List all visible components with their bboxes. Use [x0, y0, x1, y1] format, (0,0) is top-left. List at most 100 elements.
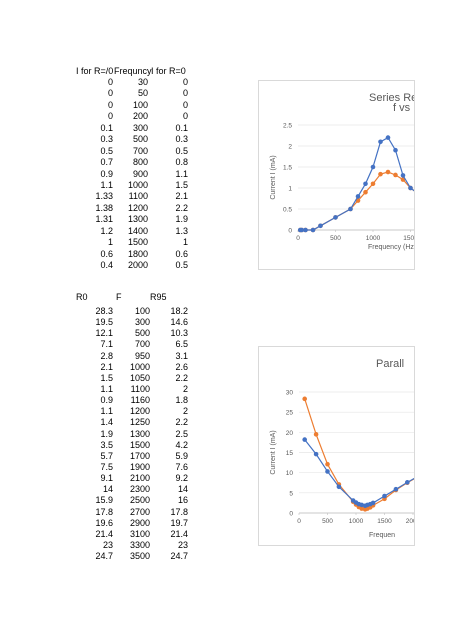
cell: 19.5 [95, 317, 113, 328]
data-point [393, 172, 398, 178]
cell: 2000 [127, 260, 148, 271]
cell: 1000 [129, 361, 150, 372]
cell: 100 [132, 99, 148, 110]
cell: 16 [177, 495, 188, 506]
cell: 6.5 [175, 339, 188, 350]
cell: 21.4 [95, 528, 113, 539]
cell: 24.7 [95, 551, 113, 562]
cell: 1100 [130, 383, 150, 394]
cell: 1.33 [95, 191, 113, 202]
cell: 5.7 [100, 450, 113, 461]
header-cell: I for R=/0 [76, 66, 114, 76]
cell: 9.1 [100, 473, 113, 484]
data-point [378, 171, 383, 177]
cell: 2.2 [175, 417, 188, 428]
cell: 10.3 [170, 328, 188, 339]
data-point [310, 227, 316, 233]
data-point [325, 461, 330, 467]
cell: 3300 [129, 539, 150, 550]
cell: 2900 [129, 517, 150, 528]
cell: 1000 [127, 179, 148, 190]
cell: 21.4 [170, 528, 188, 539]
cell: 5.9 [175, 450, 188, 461]
y-tick-label: 2 [288, 144, 292, 151]
y-axis-label: Current I (mA) [270, 430, 277, 474]
cell: 0 [107, 77, 113, 87]
chart-title: Parall [376, 358, 404, 370]
data-point [370, 164, 376, 170]
cell: 1250 [129, 417, 150, 428]
cell: 1.1 [100, 383, 113, 394]
cell: 3500 [129, 551, 150, 562]
cell: 1 [182, 237, 188, 248]
cell: 3.5 [100, 439, 113, 450]
cell: 4.2 [175, 439, 188, 450]
cell: 500 [132, 134, 148, 145]
cell: 23 [177, 539, 188, 550]
cell: 1.1 [100, 179, 113, 190]
chart: Parall Current I (mA) Frequen 0 5 10 15 20 25 30 0… [258, 346, 415, 546]
chart-subtitle: f vs I [393, 102, 415, 114]
cell: 2.1 [175, 191, 188, 202]
cell: 0.3 [175, 134, 188, 145]
cell: 300 [132, 122, 148, 133]
cell: 0 [107, 88, 113, 99]
cell: 0.9 [100, 395, 113, 406]
cell: 12.1 [95, 328, 113, 339]
cell: 1200 [127, 202, 148, 213]
data-point [378, 139, 383, 145]
cell: 100 [134, 306, 150, 316]
cell: 1300 [127, 214, 148, 225]
cell: 2.1 [100, 361, 113, 372]
cell: 14 [102, 484, 113, 495]
data-point [370, 181, 376, 187]
y-tick-label: 10 [286, 470, 294, 477]
cell: 0.5 [175, 145, 188, 156]
cell: 1700 [129, 450, 150, 461]
cell: 700 [134, 339, 150, 350]
cell: 300 [134, 317, 150, 328]
cell: 1100 [128, 191, 148, 202]
cell: 9.2 [175, 473, 188, 484]
x-tick-label: 500 [330, 235, 341, 242]
cell: 0.4 [100, 260, 113, 271]
cell: 2.6 [175, 361, 188, 372]
cell: 0.1 [100, 122, 113, 133]
cell: 1.9 [175, 214, 188, 225]
cell: 2.8 [100, 350, 113, 361]
cell: 700 [132, 145, 148, 156]
cell: 0.8 [175, 157, 188, 168]
cell: 1400 [127, 225, 148, 236]
cell: 2300 [129, 484, 150, 495]
data-point [336, 484, 342, 490]
data-point [325, 469, 330, 474]
cell: 800 [132, 157, 148, 168]
cell: 2700 [129, 506, 150, 517]
cell: 1.1 [100, 406, 113, 417]
x-axis-label: Frequency (Hz [368, 244, 414, 251]
y-tick-label: 2.5 [283, 123, 292, 130]
x-tick-label: 1500 [403, 235, 415, 242]
cell: 1500 [127, 237, 148, 248]
cell: 1160 [130, 395, 150, 406]
cell: 15.9 [95, 495, 113, 506]
cell: 0 [182, 77, 188, 87]
cell: 1.9 [100, 428, 113, 439]
cell: 1050 [129, 372, 150, 383]
data-point [303, 227, 308, 233]
cell: 0.3 [100, 134, 113, 145]
cell: 1.5 [100, 372, 113, 383]
cell: 200 [132, 111, 148, 122]
data-point [355, 194, 361, 199]
cell: 3100 [129, 528, 150, 539]
cell: 19.7 [170, 517, 188, 528]
cell: 1 [107, 237, 113, 248]
cell: 0 [107, 99, 113, 110]
cell: 1.4 [100, 417, 113, 428]
cell: 0.9 [100, 168, 113, 179]
data-point [313, 432, 319, 437]
cell: 0 [182, 111, 188, 122]
cell: 14.6 [170, 317, 188, 328]
cell: 17.8 [170, 506, 188, 517]
